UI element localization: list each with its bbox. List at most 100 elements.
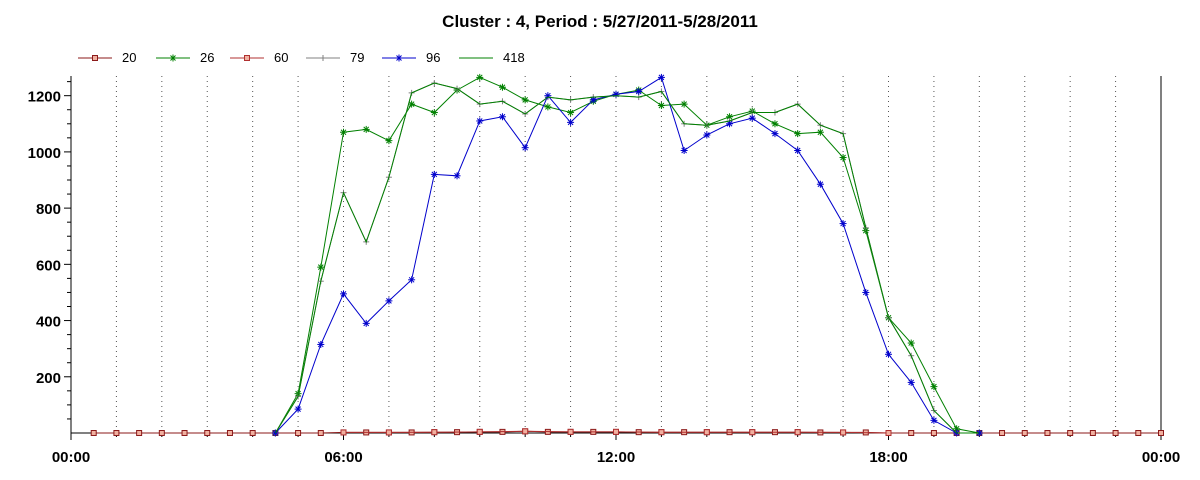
data-point	[657, 73, 665, 81]
data-point	[1158, 430, 1164, 436]
legend-swatch	[156, 54, 190, 62]
data-point	[703, 429, 710, 436]
grid	[115, 76, 1117, 433]
legend-label: 60	[274, 50, 289, 65]
data-point	[521, 144, 529, 152]
data-point	[612, 90, 620, 98]
legend-swatch	[382, 54, 416, 62]
data-point	[92, 55, 98, 61]
series-line	[274, 82, 980, 434]
data-point	[294, 405, 302, 413]
data-point	[794, 429, 801, 436]
data-point	[385, 137, 393, 145]
data-point	[244, 55, 250, 61]
data-point	[794, 146, 802, 154]
data-point	[907, 339, 915, 347]
data-point	[1067, 430, 1074, 436]
data-point	[408, 276, 416, 284]
data-point	[476, 428, 483, 435]
legend-swatch	[459, 57, 493, 59]
series-26	[271, 73, 983, 437]
y-tick-label: 600	[36, 257, 61, 274]
series-60	[340, 428, 892, 436]
series-79	[272, 80, 983, 436]
data-point	[999, 430, 1006, 436]
data-point	[567, 118, 575, 126]
data-point	[476, 117, 484, 125]
data-point	[181, 430, 188, 436]
data-point	[476, 73, 484, 81]
data-point	[703, 131, 711, 139]
data-point	[1044, 430, 1051, 436]
data-point	[226, 430, 233, 436]
legend-label: 26	[200, 50, 215, 65]
data-point	[726, 120, 734, 128]
series-line	[274, 76, 980, 434]
series-418	[274, 82, 980, 434]
axes	[64, 76, 1162, 440]
data-point	[136, 430, 143, 436]
data-point	[840, 429, 847, 436]
data-point	[169, 54, 177, 62]
y-tick-label: 1200	[28, 89, 61, 106]
data-point	[930, 430, 937, 436]
data-point	[635, 87, 643, 95]
data-point	[362, 125, 370, 133]
legend-label: 79	[350, 50, 365, 65]
series-layer	[90, 73, 1164, 437]
data-point	[1021, 430, 1028, 436]
data-point	[567, 428, 574, 435]
data-point	[658, 429, 665, 436]
x-tick-label: 00:00	[52, 449, 90, 466]
data-point	[885, 430, 892, 436]
data-point	[340, 128, 347, 136]
data-point	[317, 430, 324, 436]
data-point	[816, 128, 824, 136]
data-point	[544, 103, 552, 111]
data-point	[521, 96, 529, 104]
data-point	[930, 416, 938, 424]
data-point	[385, 297, 393, 305]
data-point	[362, 319, 370, 327]
data-point	[204, 430, 211, 436]
data-point	[794, 130, 802, 138]
data-point	[498, 83, 506, 91]
data-point	[271, 429, 279, 437]
data-point	[885, 350, 892, 358]
data-point	[816, 180, 824, 188]
legend-label: 418	[503, 50, 525, 65]
data-point	[930, 383, 938, 391]
x-tick-label: 00:00	[1142, 449, 1180, 466]
data-point	[430, 170, 438, 178]
data-point	[749, 429, 756, 436]
data-point	[317, 263, 325, 271]
series-96	[271, 73, 983, 437]
data-point	[408, 100, 416, 108]
data-point	[567, 109, 575, 117]
x-tick-label: 12:00	[597, 449, 635, 466]
y-tick-label: 800	[36, 201, 61, 218]
data-point	[295, 430, 302, 436]
data-point	[839, 154, 847, 162]
data-point	[680, 100, 688, 108]
data-point	[907, 378, 915, 386]
legend-swatch	[230, 55, 264, 61]
data-point	[908, 430, 915, 436]
x-tick-label: 06:00	[324, 449, 362, 466]
data-point	[249, 430, 256, 436]
legend-label: 96	[426, 50, 441, 65]
data-point	[839, 220, 847, 228]
data-point	[340, 429, 347, 436]
data-point	[589, 96, 597, 104]
data-point	[953, 425, 961, 433]
data-point	[680, 146, 688, 154]
data-point	[340, 290, 347, 298]
chart-title: Cluster : 4, Period : 5/27/2011-5/28/201…	[442, 12, 758, 31]
data-point	[453, 172, 461, 180]
data-point	[317, 340, 325, 348]
data-point	[771, 130, 779, 138]
data-point	[113, 430, 120, 436]
data-point	[657, 102, 665, 110]
data-point	[90, 430, 97, 436]
